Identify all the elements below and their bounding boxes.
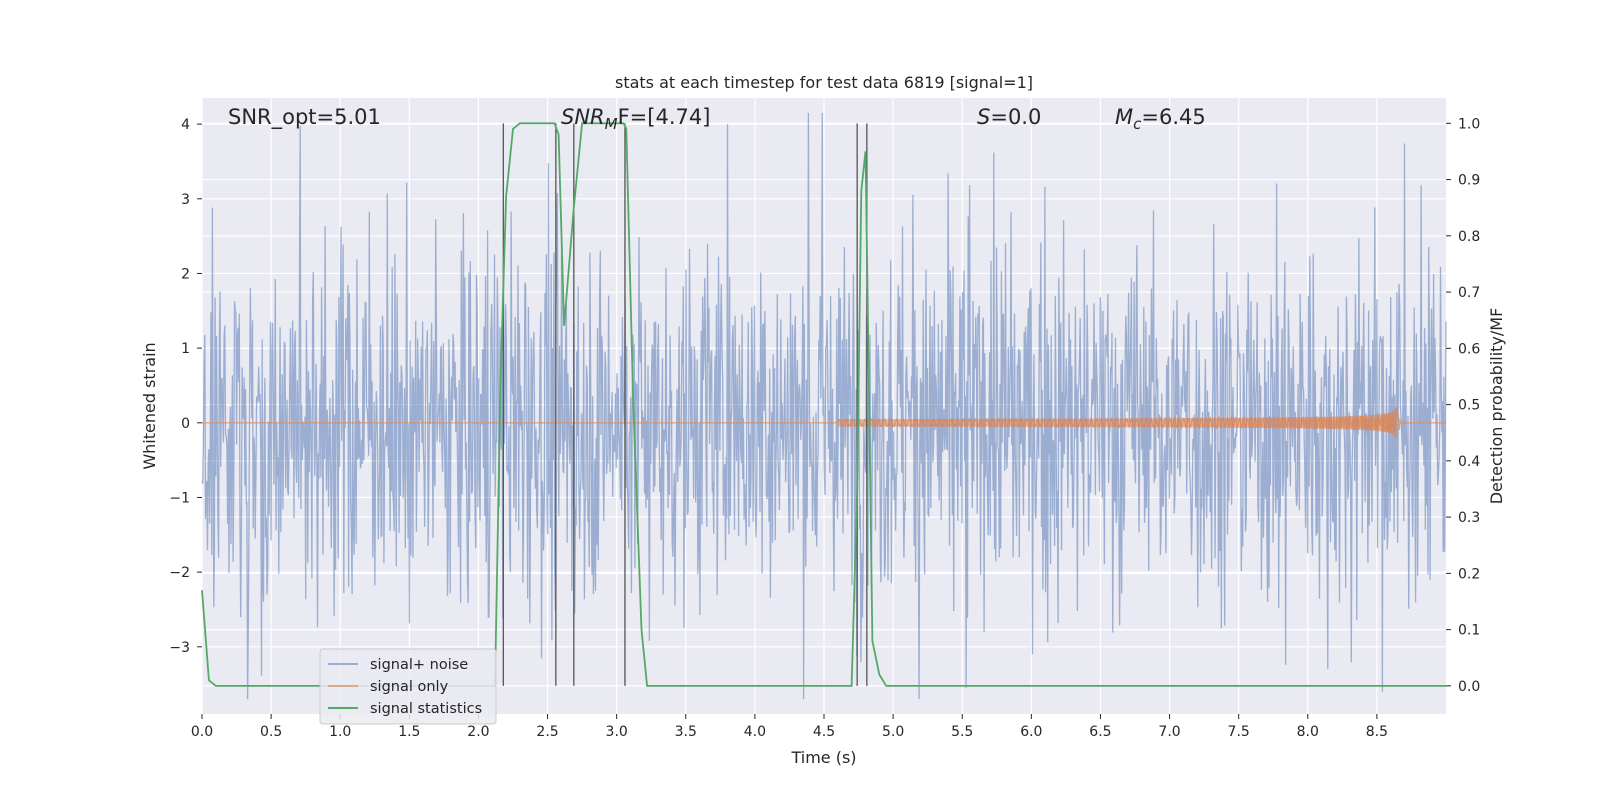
annotation-snr-mf-rest: F=[4.74] xyxy=(618,105,711,129)
y2-tick-label: 0.1 xyxy=(1458,623,1480,639)
series-signal-noise xyxy=(201,112,1447,700)
y2-tick-label: 0.3 xyxy=(1458,510,1480,526)
x-tick-label: 1.5 xyxy=(398,724,420,740)
annotations: SNR_opt=5.01 SNRMF=[4.74] S=0.0 Mc=6.45 xyxy=(228,105,1206,133)
y2-tick-label: 0.5 xyxy=(1458,398,1480,414)
annotation-mc: Mc=6.45 xyxy=(1115,105,1206,133)
series-signal-statistics xyxy=(201,122,1446,687)
x-tick-label: 2.0 xyxy=(467,724,489,740)
x-tick-label: 0.5 xyxy=(260,724,282,740)
x-tick-label: 7.5 xyxy=(1228,724,1250,740)
y2-tick-label: 0.7 xyxy=(1458,285,1480,301)
y-axis-label: Whitened strain xyxy=(140,342,159,469)
y2-tick-label: 0.4 xyxy=(1458,454,1480,470)
signal-noise-line xyxy=(201,112,1447,700)
y-tick-label: 0 xyxy=(181,416,190,432)
y2-tick-label: 0.9 xyxy=(1458,173,1480,189)
legend-label-signal-statistics: signal statistics xyxy=(370,701,482,717)
y-tick-label: 3 xyxy=(181,192,190,208)
annotation-s-base: S xyxy=(977,105,990,129)
x-axis-label: Time (s) xyxy=(790,748,856,767)
annotation-mc-rest: =6.45 xyxy=(1141,105,1205,129)
x-tick-label: 3.5 xyxy=(675,724,697,740)
y-tick-label: −1 xyxy=(169,490,190,506)
annotation-mc-sub: c xyxy=(1133,115,1142,133)
y2-axis-label: Detection probability/MF xyxy=(1487,308,1506,505)
x-tick-label: 4.5 xyxy=(813,724,835,740)
legend-label-signal-only: signal only xyxy=(370,679,449,695)
x-tick-label: 3.0 xyxy=(606,724,628,740)
annotation-snr-mf-sub: M xyxy=(605,115,618,133)
x-tick-label: 8.0 xyxy=(1297,724,1319,740)
y-tick-label: 2 xyxy=(181,266,190,282)
x-tick-label: 8.5 xyxy=(1366,724,1388,740)
x-tick-label: 6.0 xyxy=(1020,724,1042,740)
annotation-snr-mf-base: SNR xyxy=(561,105,605,129)
x-tick-label: 6.5 xyxy=(1089,724,1111,740)
annotation-s-rest: =0.0 xyxy=(990,105,1041,129)
chart-title: stats at each timestep for test data 681… xyxy=(615,73,1033,92)
x-tick-label: 5.0 xyxy=(882,724,904,740)
signal-statistics-line xyxy=(201,122,1446,687)
y-tick-label: −3 xyxy=(169,640,190,656)
x-tick-label: 4.0 xyxy=(744,724,766,740)
series-signal-only xyxy=(202,381,1446,452)
annotation-snr-opt: SNR_opt=5.01 xyxy=(228,105,381,130)
x-tick-label: 1.0 xyxy=(329,724,351,740)
y2-tick-label: 0.2 xyxy=(1458,566,1480,582)
y-tick-label: 4 xyxy=(181,117,190,133)
legend: signal+ noise signal only signal statist… xyxy=(319,648,497,725)
y2-tick-label: 0.6 xyxy=(1458,341,1480,357)
legend-label-signal-noise: signal+ noise xyxy=(370,657,468,673)
x-tick-label: 7.0 xyxy=(1158,724,1180,740)
legend-box xyxy=(319,648,497,725)
vertical-markers xyxy=(502,123,868,686)
ticks: 0.0 0.5 1.0 1.5 2.0 2.5 3.0 3.5 4.0 4.5 5.0 5.5 6.0 6… xyxy=(169,116,1480,740)
annotation-s: S=0.0 xyxy=(977,105,1041,129)
y-tick-label: −2 xyxy=(169,565,190,581)
x-tick-label: 2.5 xyxy=(536,724,558,740)
y2-tick-label: 1.0 xyxy=(1458,116,1480,132)
annotation-snr-mf: SNRMF=[4.74] xyxy=(561,105,710,133)
y2-tick-label: 0.0 xyxy=(1458,679,1480,695)
y2-tick-label: 0.8 xyxy=(1458,229,1480,245)
x-tick-label: 5.5 xyxy=(951,724,973,740)
annotation-mc-base: M xyxy=(1115,105,1133,129)
y-tick-label: 1 xyxy=(181,341,190,357)
x-tick-label: 0.0 xyxy=(191,724,213,740)
